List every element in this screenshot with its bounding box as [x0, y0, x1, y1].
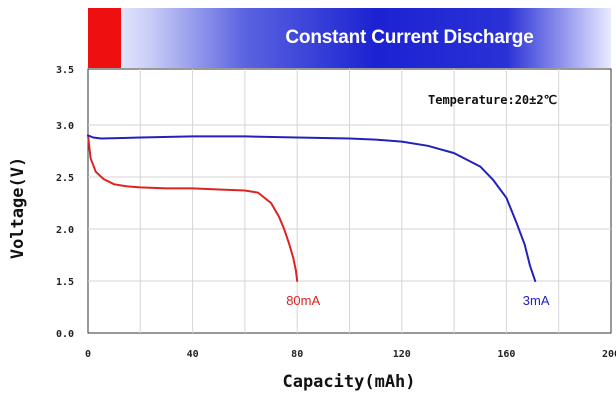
x-tick-label: 40 — [187, 349, 199, 360]
banner-red-block — [88, 8, 121, 68]
series-label: 3mA — [523, 293, 550, 308]
x-tick-label: 0 — [85, 349, 91, 360]
x-tick-label: 120 — [393, 349, 411, 360]
chart-title: Constant Current Discharge — [285, 27, 534, 48]
y-tick-label: 2.5 — [56, 173, 74, 184]
y-tick-labels: 0.0 1.5 2.0 2.5 3.0 3.5 — [56, 65, 74, 340]
temperature-annotation: Temperature:20±2℃ — [428, 93, 557, 107]
x-axis-title: Capacity(mAh) — [282, 372, 415, 392]
x-tick-label: 160 — [497, 349, 515, 360]
x-tick-labels: 0 40 80 120 160 200 — [85, 349, 616, 360]
y-tick-label: 3.5 — [56, 65, 74, 76]
y-tick-label: 3.0 — [56, 121, 74, 132]
series-label: 80mA — [286, 293, 320, 308]
series-line-3mA — [87, 134, 537, 282]
x-tick-label: 200 — [602, 349, 616, 360]
series-lines — [87, 134, 537, 282]
series-labels: 80mA 3mA — [286, 293, 550, 308]
y-tick-label: 0.0 — [56, 329, 74, 340]
y-tick-label: 2.0 — [56, 225, 74, 236]
series-line-80mA — [87, 134, 299, 282]
grid-lines — [88, 69, 611, 333]
chart-title-banner: Constant Current Discharge — [88, 8, 611, 68]
y-tick-label: 1.5 — [56, 277, 74, 288]
x-tick-label: 80 — [291, 349, 303, 360]
y-axis-title: Voltage(V) — [8, 157, 28, 259]
